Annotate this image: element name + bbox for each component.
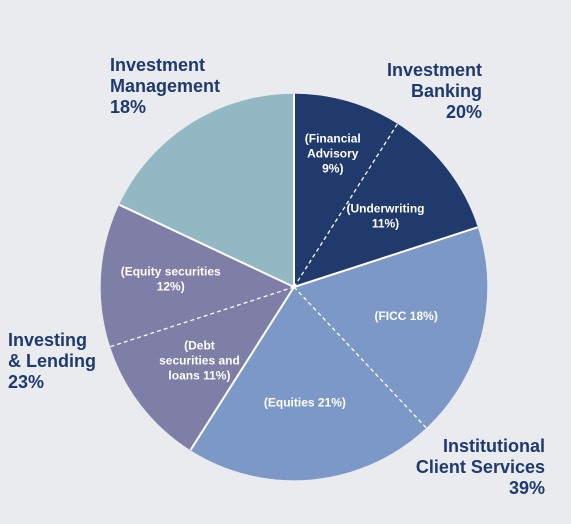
group-name-line: Investment [386,60,482,80]
group-label-institutional-client-services: Institutional Client Services 39% [416,436,545,499]
group-divider [293,226,478,288]
group-name-line: Institutional [443,436,545,456]
pie-slice-0 [293,93,398,289]
slice-label-2: (FICC 18%) [374,309,437,323]
group-label-investment-management: Investment Management 18% [110,55,220,118]
group-name-line: Investment [110,55,206,75]
slice-label-4: (Debt securities and loans 11%) [159,338,240,382]
slice-label-line: (Financial [305,132,361,146]
pie-slice-5 [100,204,295,348]
slice-label-line: (Equities 21%) [264,395,346,409]
slice-label-line: 11%) [372,217,399,231]
group-name-line: Management [110,76,221,96]
slice-label-line: (Equity securities [121,265,221,279]
slice-label-line: Advisory [307,147,359,161]
pie-slice-3 [190,286,427,481]
group-divider [118,203,295,288]
slice-label-line: 12%) [157,280,185,294]
slice-label-5: (Equity securities 12%) [121,265,221,294]
pie-slice-4 [110,286,295,451]
slice-label-line: (Debt [184,338,215,352]
group-pct: 18% [110,97,147,117]
slice-label-3: (Equities 21%) [264,395,346,409]
group-name-line: Investing [8,330,88,350]
slice-label-1: (Underwriting 11%) [346,202,424,231]
group-pct: 20% [445,102,482,122]
group-name-line: Client Services [415,457,545,477]
slice-label-line: (FICC 18%) [374,309,437,323]
pie-slice-2 [293,226,488,429]
group-label-investment-banking: Investment Banking 20% [387,60,482,123]
group-name-line: Banking [410,81,482,101]
slice-label-line: securities and [159,353,240,367]
slice-label-line: loans 11%) [168,368,230,382]
group-pct: 23% [8,372,45,392]
group-label-investing-lending: Investing & Lending 23% [8,330,96,393]
pie-slice-1 [293,123,478,288]
group-divider [189,286,295,451]
group-name-line: & Lending [8,351,96,371]
pie-slice-6 [118,93,295,288]
group-pct: 39% [508,478,545,498]
slice-label-line: 9%) [322,162,343,176]
slice-label-0: (Financial Advisory 9%) [305,132,361,176]
slice-label-line: (Underwriting [346,202,424,216]
